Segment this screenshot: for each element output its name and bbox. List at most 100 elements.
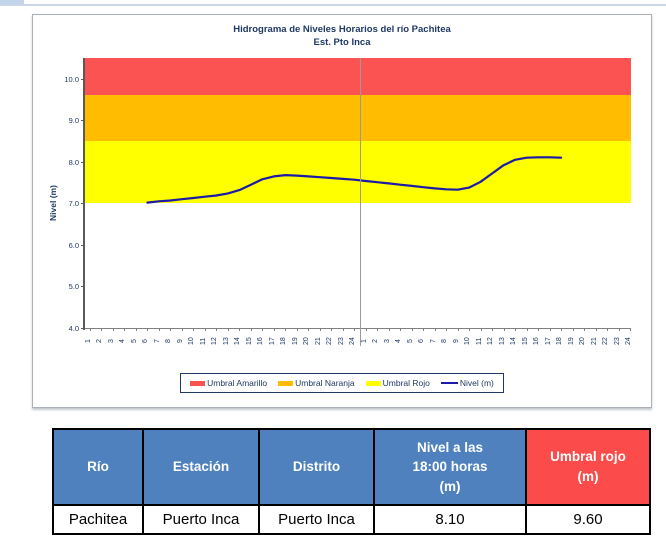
table-header-cell: Distrito bbox=[258, 428, 375, 506]
x-tick-mark bbox=[561, 328, 563, 331]
x-tick-label: 13 bbox=[498, 337, 506, 346]
y-tick-label: 5.0 bbox=[68, 282, 79, 292]
x-tick-mark bbox=[388, 328, 390, 331]
x-tick-mark bbox=[204, 328, 206, 331]
chart-legend: Umbral Amarillo Umbral Naranja Umbral Rojo… bbox=[33, 373, 651, 393]
x-tick-mark bbox=[124, 328, 126, 331]
band-orange bbox=[85, 95, 631, 142]
x-tick-label: 4 bbox=[119, 339, 127, 344]
table-data-row: Pachitea Puerto Inca Puerto Inca 8.10 9.60 bbox=[52, 504, 651, 535]
x-tick-label: 3 bbox=[107, 339, 115, 344]
x-tick-label: 11 bbox=[199, 337, 207, 346]
y-tick-mark bbox=[81, 203, 85, 205]
x-tick-label: 19 bbox=[291, 337, 299, 346]
legend-swatch-bar bbox=[190, 380, 206, 386]
plot-area bbox=[85, 58, 631, 328]
x-tick-label: 8 bbox=[441, 339, 449, 344]
y-tick-mark bbox=[81, 120, 85, 122]
x-tick-label: 22 bbox=[326, 337, 334, 346]
x-tick-label: 9 bbox=[452, 339, 460, 344]
legend-item: Umbral Naranja bbox=[278, 378, 355, 388]
legend-swatch-bar bbox=[278, 380, 294, 386]
x-tick-label: 24 bbox=[625, 337, 632, 346]
table-header-row: Río Estación Distrito Nivel a las 18:00 hor… bbox=[52, 428, 651, 506]
x-tick-mark bbox=[308, 328, 310, 331]
x-tick-label: 16 bbox=[533, 337, 541, 346]
x-tick-label: 14 bbox=[234, 337, 242, 346]
x-tick-mark bbox=[239, 328, 241, 331]
x-tick-label: 8 bbox=[165, 339, 173, 344]
x-tick-mark bbox=[549, 328, 551, 331]
x-tick-mark bbox=[112, 328, 114, 331]
y-tick-mark bbox=[81, 244, 85, 246]
chart-title-line1: Hidrograma de Niveles Horarios del río P… bbox=[233, 24, 451, 35]
x-tick-mark bbox=[377, 328, 379, 331]
legend-swatch-line bbox=[440, 382, 458, 384]
x-tick-mark bbox=[354, 328, 356, 331]
x-tick-label: 23 bbox=[337, 337, 345, 346]
x-tick-label: 19 bbox=[567, 337, 575, 346]
y-tick-mark bbox=[81, 161, 85, 163]
x-tick-mark bbox=[595, 328, 597, 331]
x-tick-label: 20 bbox=[303, 337, 311, 346]
x-tick-mark bbox=[296, 328, 298, 331]
x-tick-mark bbox=[480, 328, 482, 331]
x-tick-label: 5 bbox=[406, 339, 414, 344]
x-tick-mark bbox=[434, 328, 436, 331]
legend-label: Umbral Amarillo bbox=[207, 378, 268, 388]
legend-item: Nivel (m) bbox=[440, 378, 494, 388]
x-tick-label: 9 bbox=[176, 339, 184, 344]
x-tick-mark bbox=[319, 328, 321, 331]
table-data-cell: Puerto Inca bbox=[142, 504, 260, 535]
station-summary-table: Río Estación Distrito Nivel a las 18:00 hor… bbox=[52, 428, 651, 535]
x-tick-mark bbox=[526, 328, 528, 331]
x-tick-mark bbox=[538, 328, 540, 331]
x-tick-mark bbox=[607, 328, 609, 331]
table-data-cell: Pachitea bbox=[52, 504, 144, 535]
x-tick-label: 10 bbox=[464, 337, 472, 346]
y-axis-line bbox=[83, 58, 85, 330]
x-tick-mark bbox=[273, 328, 275, 331]
x-tick-label: 1 bbox=[85, 339, 92, 344]
x-tick-label: 2 bbox=[372, 339, 380, 344]
nivel-series-line bbox=[146, 156, 563, 204]
x-tick-mark bbox=[227, 328, 229, 331]
table-data-cell: 8.10 bbox=[373, 504, 527, 535]
table-header-cell: Estación bbox=[142, 428, 260, 506]
x-tick-mark bbox=[618, 328, 620, 331]
x-tick-mark bbox=[423, 328, 425, 331]
x-tick-mark bbox=[101, 328, 103, 331]
legend-label: Nivel (m) bbox=[459, 378, 494, 388]
x-tick-mark bbox=[170, 328, 172, 331]
x-tick-mark bbox=[457, 328, 459, 331]
legend-label: Umbral Rojo bbox=[382, 378, 430, 388]
x-tick-mark bbox=[331, 328, 333, 331]
chart-legend-box: Umbral Amarillo Umbral Naranja Umbral Rojo… bbox=[180, 373, 504, 393]
hydrograph-chart-card: Hidrograma de Niveles Horarios del río P… bbox=[32, 14, 652, 408]
x-tick-mark bbox=[515, 328, 517, 331]
legend-swatch-bar bbox=[365, 380, 381, 386]
y-tick-label: 4.0 bbox=[68, 324, 79, 333]
y-tick-label: 9.0 bbox=[68, 116, 79, 126]
x-tick-mark bbox=[250, 328, 252, 331]
table-header-cell: Umbral rojo (m) bbox=[525, 428, 651, 506]
x-tick-label: 2 bbox=[96, 339, 104, 344]
x-tick-label: 17 bbox=[268, 337, 276, 346]
x-tick-label: 3 bbox=[383, 339, 391, 344]
x-tick-label: 6 bbox=[142, 339, 150, 344]
x-tick-label: 14 bbox=[510, 337, 518, 346]
x-tick-label: 16 bbox=[257, 337, 265, 346]
x-tick-mark bbox=[446, 328, 448, 331]
y-tick-mark bbox=[81, 286, 85, 288]
x-tick-label: 21 bbox=[314, 337, 322, 346]
y-tick-label: 10.0 bbox=[64, 74, 79, 84]
x-tick-mark bbox=[365, 328, 367, 331]
x-tick-label: 12 bbox=[211, 337, 219, 346]
table-header-cell: Río bbox=[52, 428, 144, 506]
page-top-accent-line bbox=[0, 4, 666, 6]
x-tick-label: 1 bbox=[360, 339, 368, 344]
y-tick-mark bbox=[81, 328, 85, 329]
nivel-line-chart bbox=[146, 156, 563, 204]
x-tick-mark bbox=[411, 328, 413, 331]
